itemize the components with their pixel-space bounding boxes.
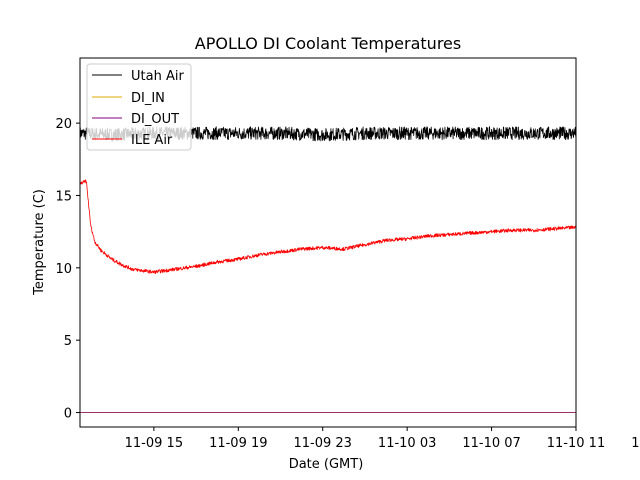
y-axis-label: Temperature (C) bbox=[32, 189, 47, 296]
x-tick-label-4: 11-10 07 bbox=[462, 436, 520, 451]
x-tick-label-2: 11-09 23 bbox=[293, 436, 351, 451]
chart-title: APOLLO DI Coolant Temperatures bbox=[195, 34, 461, 53]
legend-label-utah-air: Utah Air bbox=[131, 69, 184, 84]
y-axis-ticks: 0 5 10 15 20 bbox=[55, 117, 80, 422]
series-layer bbox=[80, 126, 576, 413]
legend-frame bbox=[86, 63, 192, 151]
y-tick-label-1: 5 bbox=[64, 334, 72, 349]
x-tick-label-1: 11-09 19 bbox=[209, 436, 267, 451]
x-tick-label-0: 11-09 15 bbox=[125, 436, 183, 451]
plot-frame bbox=[79, 57, 577, 428]
y-tick-label-4: 20 bbox=[55, 117, 72, 132]
legend: Utah Air DI_IN DI_OUT ILE Air bbox=[86, 63, 192, 151]
series-line-utah-air bbox=[80, 126, 576, 142]
y-tick-label-2: 10 bbox=[55, 262, 72, 277]
x-tick-label-6: 11-10 15 bbox=[631, 436, 640, 451]
y-tick-label-3: 15 bbox=[55, 189, 72, 204]
legend-label-ile-air: ILE Air bbox=[131, 133, 173, 148]
series-line-ile-air bbox=[80, 179, 576, 275]
legend-label-di-out: DI_OUT bbox=[131, 112, 179, 127]
y-tick-label-0: 0 bbox=[64, 407, 72, 422]
legend-label-di-in: DI_IN bbox=[131, 91, 165, 106]
x-tick-label-5: 11-10 11 bbox=[547, 436, 605, 451]
x-axis-label: Date (GMT) bbox=[289, 457, 364, 472]
x-axis-ticks: 11-09 15 11-09 19 11-09 23 11-10 03 11-10 07… bbox=[125, 427, 640, 451]
x-tick-label-3: 11-10 03 bbox=[378, 436, 436, 451]
